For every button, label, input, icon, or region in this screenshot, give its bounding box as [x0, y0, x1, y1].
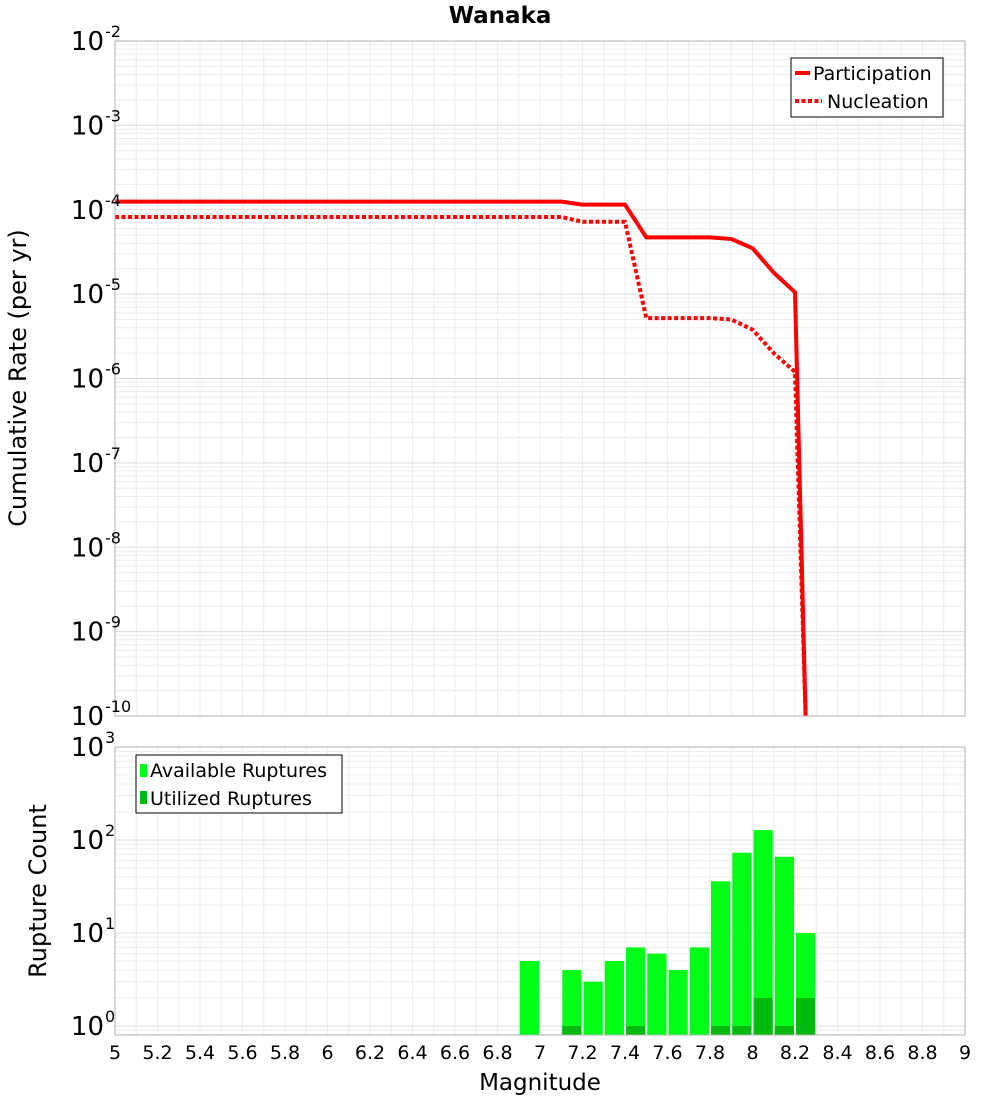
rate-y-tick-label: 10 — [71, 196, 104, 226]
available-bar — [668, 969, 688, 1035]
rate-y-tick-exponent: -6 — [105, 360, 121, 379]
rate-y-tick-label: 10 — [71, 702, 104, 732]
x-tick-label: 6.4 — [397, 1042, 427, 1064]
rate-y-tick-exponent: -5 — [105, 275, 121, 294]
available-bar — [562, 969, 582, 1035]
x-tick-label: 8.8 — [907, 1042, 937, 1064]
available-bar — [626, 947, 646, 1035]
count-y-tick-label: 10 — [71, 919, 104, 949]
x-tick-label: 7.8 — [695, 1042, 725, 1064]
legend-available-label: Available Ruptures — [150, 760, 327, 782]
count-y-tick-exponent: 0 — [105, 1007, 115, 1026]
available-bar — [774, 856, 794, 1035]
x-tick-label: 7.4 — [610, 1042, 640, 1064]
legend-nucleation-label: Nucleation — [827, 91, 929, 113]
x-tick-label: 5.6 — [227, 1042, 257, 1064]
x-tick-label: 8.4 — [822, 1042, 852, 1064]
rate-y-tick-exponent: -9 — [105, 613, 121, 632]
available-bar — [732, 852, 752, 1035]
chart-title: Wanaka — [449, 3, 552, 29]
count-y-tick-label: 10 — [71, 826, 104, 856]
rate-y-tick-label: 10 — [71, 449, 104, 479]
count-legend: Available Ruptures Utilized Ruptures — [135, 754, 343, 814]
x-tick-label: 8.6 — [865, 1042, 895, 1064]
count-bars — [519, 830, 816, 1035]
x-tick-label: 8.2 — [780, 1042, 810, 1064]
count-y-tick-exponent: 1 — [105, 914, 115, 933]
available-bar — [604, 960, 624, 1035]
x-tick-label: 6 — [321, 1042, 333, 1064]
rate-y-tick-exponent: -8 — [105, 528, 121, 547]
x-tick-label: 7.2 — [567, 1042, 597, 1064]
rate-y-tick-exponent: -2 — [105, 22, 121, 41]
x-tick-label: 6.2 — [355, 1042, 385, 1064]
utilized-bar — [796, 997, 816, 1035]
x-tick-label: 7.6 — [652, 1042, 682, 1064]
rate-grid — [114, 41, 966, 717]
legend-available-swatch — [140, 764, 147, 777]
count-y-axis-label: Rupture Count — [24, 804, 52, 978]
available-bar — [689, 947, 709, 1035]
x-tick-label: 6.6 — [440, 1042, 470, 1064]
x-tick-label: 6.8 — [482, 1042, 512, 1064]
available-bar — [753, 830, 773, 1035]
rate-y-tick-label: 10 — [71, 27, 104, 57]
count-y-tick-label: 10 — [71, 1012, 104, 1042]
rate-y-tick-label: 10 — [71, 618, 104, 648]
rate-y-tick-label: 10 — [71, 280, 104, 310]
rate-panel: 10-210-310-410-510-610-710-810-910-10 Cu… — [4, 22, 966, 732]
count-plot-frame — [114, 746, 966, 1036]
utilized-bar — [732, 1025, 752, 1035]
x-axis-label: Magnitude — [479, 1070, 601, 1096]
rate-y-tick-exponent: -10 — [105, 697, 131, 716]
count-legend-box — [135, 754, 343, 814]
x-tick-label: 8 — [746, 1042, 758, 1064]
x-tick-labels: 5 5.2 5.4 5.6 5.8 6 6.2 6.4 6.6 6.8 7 7.2 7.4 7.6 7.8 8… — [109, 1042, 971, 1064]
x-tick-label: 5.2 — [142, 1042, 172, 1064]
utilized-bar — [562, 1025, 582, 1035]
count-y-tick-exponent: 2 — [105, 821, 115, 840]
rate-plot-frame — [114, 40, 966, 717]
count-y-tick-exponent: 3 — [105, 728, 115, 747]
rate-series — [115, 199, 808, 717]
available-bar — [519, 960, 539, 1035]
legend-utilized-label: Utilized Ruptures — [150, 788, 312, 810]
available-bar — [583, 981, 603, 1035]
utilized-bar — [711, 1025, 731, 1035]
rate-y-axis-label: Cumulative Rate (per yr) — [4, 229, 32, 527]
rate-y-ticks: 10-210-310-410-510-610-710-810-910-10 — [71, 22, 131, 732]
nucleation-line — [115, 215, 808, 717]
rate-legend: Participation Nucleation — [790, 57, 944, 118]
available-bar — [711, 881, 731, 1035]
utilized-bar — [753, 997, 773, 1035]
participation-line — [115, 199, 808, 717]
rate-y-tick-exponent: -3 — [105, 106, 121, 125]
legend-utilized-swatch — [140, 791, 147, 804]
utilized-bar — [774, 1025, 794, 1035]
x-tick-label: 5 — [109, 1042, 121, 1064]
available-bar — [647, 953, 667, 1035]
x-tick-label: 5.8 — [270, 1042, 300, 1064]
rate-y-tick-exponent: -4 — [105, 191, 121, 210]
rate-y-tick-label: 10 — [71, 365, 104, 395]
rate-legend-box — [790, 57, 944, 118]
rate-y-tick-label: 10 — [71, 533, 104, 563]
count-y-tick-label: 10 — [71, 733, 104, 763]
rate-y-tick-exponent: -7 — [105, 444, 121, 463]
x-tick-label: 7 — [534, 1042, 546, 1064]
count-grid — [114, 747, 966, 1036]
x-tick-label: 9 — [959, 1042, 971, 1064]
utilized-bar — [626, 1025, 646, 1035]
rate-y-tick-label: 10 — [71, 111, 104, 141]
x-tick-label: 5.4 — [185, 1042, 215, 1064]
legend-participation-label: Participation — [813, 63, 932, 85]
